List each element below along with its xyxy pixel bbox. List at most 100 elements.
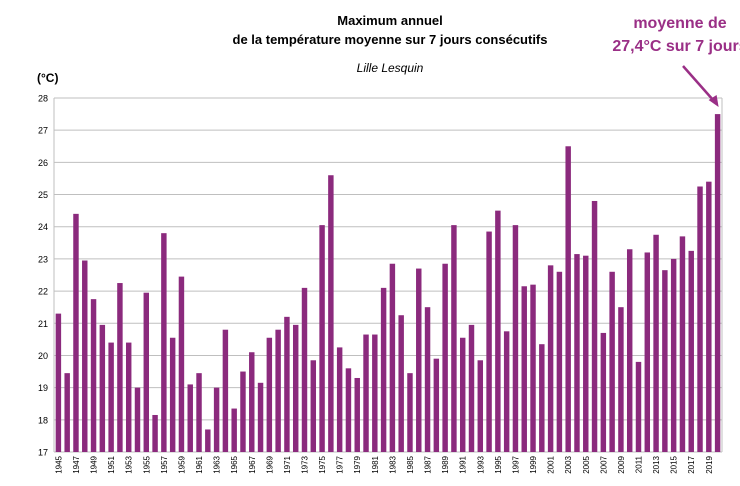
bar: [134, 387, 141, 452]
bar: [249, 352, 255, 452]
x-tick-label: 1985: [406, 455, 415, 473]
bar: [714, 114, 721, 452]
y-tick-label: 27: [38, 126, 48, 136]
y-tick-label: 19: [38, 383, 48, 393]
bar: [222, 329, 229, 452]
bar: [328, 175, 334, 452]
bar: [459, 337, 466, 452]
bar: [565, 146, 571, 453]
bar: [319, 225, 325, 452]
x-tick-label: 1967: [248, 455, 257, 473]
bar: [73, 213, 79, 452]
bar: [292, 324, 299, 452]
bar: [310, 360, 317, 452]
x-tick-label: 1977: [336, 455, 345, 473]
x-tick-label: 2003: [564, 455, 573, 473]
chart-title-line1: Maximum annuel: [337, 13, 443, 28]
x-tick-label: 2013: [652, 455, 661, 473]
x-tick-label: 1993: [476, 455, 485, 473]
bar: [169, 337, 176, 452]
bar: [152, 414, 158, 452]
y-tick-label: 21: [38, 319, 48, 329]
bar: [301, 287, 308, 452]
bar: [284, 316, 290, 452]
chart-location: Lille Lesquin: [356, 61, 424, 75]
bar: [477, 360, 484, 452]
bar: [257, 382, 264, 452]
x-tick-label: 2019: [705, 455, 714, 473]
annotation-arrow-head: [708, 95, 719, 107]
annotation-arrow-shaft: [682, 65, 718, 105]
annotation-line1: moyenne de: [633, 15, 727, 32]
x-tick-label: 2007: [599, 455, 608, 473]
bar: [196, 373, 202, 452]
bar: [205, 429, 211, 452]
x-tick-label: 1945: [54, 455, 63, 473]
bar: [486, 231, 492, 452]
x-tick-label: 2001: [547, 455, 556, 473]
y-tick-label: 24: [38, 222, 48, 232]
y-tick-label: 23: [38, 254, 48, 264]
x-tick-label: 2017: [687, 455, 696, 473]
bar: [574, 254, 580, 452]
y-axis-unit-label: (°C): [37, 71, 59, 85]
bar: [64, 373, 70, 452]
bar: [380, 287, 387, 452]
x-tick-label: 1989: [441, 455, 450, 473]
annotation-line2: 27,4°C sur 7 jours: [612, 38, 740, 55]
bar: [336, 347, 343, 452]
bar: [618, 307, 624, 452]
x-tick-label: 1997: [511, 455, 520, 473]
bar: [626, 249, 633, 452]
y-tick-label: 18: [38, 415, 48, 425]
x-tick-label: 1957: [160, 455, 169, 473]
bar: [363, 334, 369, 452]
x-tick-label: 1981: [371, 455, 380, 473]
x-tick-label: 1987: [424, 455, 433, 473]
bar: [99, 324, 106, 452]
bar: [125, 342, 132, 452]
bar: [591, 200, 598, 452]
bar: [266, 337, 273, 452]
bar: [398, 315, 404, 452]
bar: [240, 371, 246, 452]
chart-title-line2: de la température moyenne sur 7 jours co…: [232, 32, 548, 47]
bar: [451, 225, 457, 452]
bar: [662, 270, 668, 452]
bar: [407, 373, 413, 452]
y-tick-label: 20: [38, 351, 48, 361]
bar: [372, 334, 378, 452]
bar: [521, 286, 527, 452]
bar: [512, 225, 519, 452]
x-tick-label: 1979: [353, 455, 362, 473]
x-tick-label: 1953: [125, 455, 134, 473]
bar: [503, 331, 510, 452]
x-tick-label: 1999: [529, 455, 538, 473]
bar: [706, 181, 712, 452]
bar: [275, 329, 281, 452]
bar: [556, 271, 563, 452]
bar: [433, 358, 440, 452]
x-tick-label: 1975: [318, 455, 327, 473]
bar: [90, 299, 97, 452]
bar: [653, 234, 659, 452]
y-tick-label: 26: [38, 158, 48, 168]
x-tick-label: 2005: [582, 455, 591, 473]
bar: [547, 265, 554, 452]
x-tick-label: 1973: [301, 455, 310, 473]
bar: [530, 284, 536, 452]
x-tick-label: 1969: [265, 455, 274, 473]
bar: [161, 233, 167, 452]
bar: [187, 384, 193, 452]
y-tick-label: 17: [38, 448, 48, 458]
bar: [600, 332, 607, 452]
bar: [143, 292, 150, 452]
bar: [389, 263, 396, 452]
bar: [679, 236, 686, 452]
bar: [442, 263, 448, 452]
x-tick-label: 1959: [177, 455, 186, 473]
bar: [354, 377, 360, 452]
x-tick-label: 1949: [90, 455, 99, 473]
bar: [55, 313, 62, 452]
